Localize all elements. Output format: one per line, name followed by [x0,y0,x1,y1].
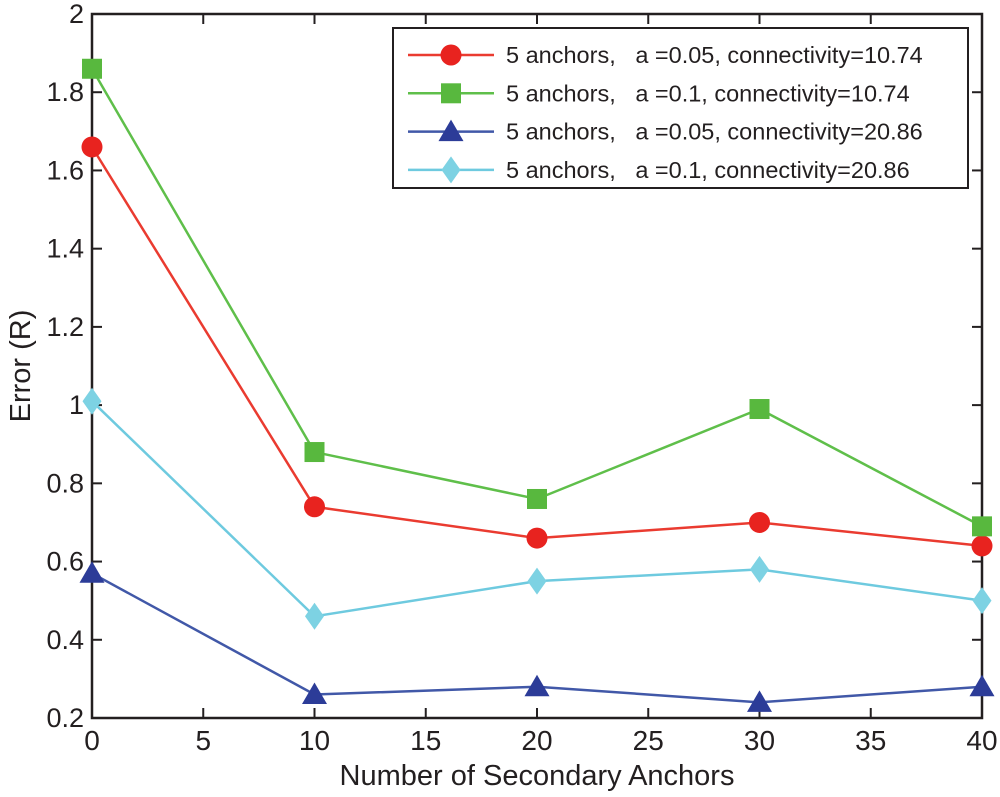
series-triangle [79,561,995,712]
legend: 5 anchors, a =0.05, connectivity=10.74 5 … [392,27,969,189]
series-marker-circle [526,527,548,549]
x-tick-label: 40 [966,725,997,756]
legend-item: 5 anchors, a =0.1, connectivity=10.74 [408,80,910,106]
y-tick-label: 1.6 [46,155,84,185]
series-marker-square [527,488,547,509]
x-tick-label: 30 [744,725,775,756]
legend-marker-circle [440,44,462,66]
x-tick-label: 20 [521,725,552,756]
x-tick-label: 0 [84,725,100,756]
series-marker-circle [81,136,103,158]
x-tick-label: 5 [195,725,211,756]
series-marker-diamond [750,555,769,583]
series-marker-triangle [524,674,550,697]
series-marker-triangle [302,682,327,705]
y-axis-title: Error (R) [5,310,37,423]
legend-marker-diamond [441,156,461,184]
series-marker-square [972,516,992,537]
series-marker-triangle [747,690,772,712]
series-diamond [82,387,992,630]
y-tick-label: 1.8 [46,77,84,107]
y-tick-label: 1.2 [46,312,84,342]
legend-marker-square [441,83,461,104]
y-tick-label: 0.6 [46,547,84,577]
series-marker-circle [304,496,325,518]
y-tick-label: 1 [69,390,84,420]
series-marker-circle [971,535,993,557]
y-tick-label: 0.2 [46,703,84,733]
series-marker-triangle [79,561,105,583]
legend-marker-triangle [438,119,464,142]
y-tick-label: 0.4 [46,625,84,655]
legend-item: 5 anchors, a =0.05, connectivity=20.86 [408,119,923,145]
series-marker-square [304,442,325,463]
legend-label: 5 anchors, a =0.1, connectivity=10.74 [506,80,910,106]
x-axis-title: Number of Secondary Anchors [340,760,735,792]
series-marker-triangle [969,674,995,697]
y-tick-label: 0.8 [46,468,84,498]
series-marker-diamond [82,387,102,415]
series-marker-diamond [527,567,547,595]
series-marker-square [82,58,102,79]
series-marker-diamond [972,587,992,615]
y-tick-label: 2 [69,0,84,29]
x-tick-label: 15 [410,725,441,756]
x-tick-label: 10 [299,725,330,756]
x-tick-label: 35 [855,725,886,756]
legend-item: 5 anchors, a =0.1, connectivity=20.86 [408,156,910,184]
series-square [82,58,992,537]
legend-item: 5 anchors, a =0.05, connectivity=10.74 [408,42,923,68]
y-tick-label: 1.4 [46,234,84,264]
legend-label: 5 anchors, a =0.05, connectivity=10.74 [506,42,923,68]
legend-label: 5 anchors, a =0.1, connectivity=20.86 [506,157,910,183]
x-tick-label: 25 [633,725,664,756]
series-circle [81,136,993,557]
legend-label: 5 anchors, a =0.05, connectivity=20.86 [506,119,923,145]
series-line-0 [90,146,983,548]
series-marker-circle [749,511,770,533]
series-marker-square [749,399,770,420]
series-marker-diamond [305,602,324,630]
